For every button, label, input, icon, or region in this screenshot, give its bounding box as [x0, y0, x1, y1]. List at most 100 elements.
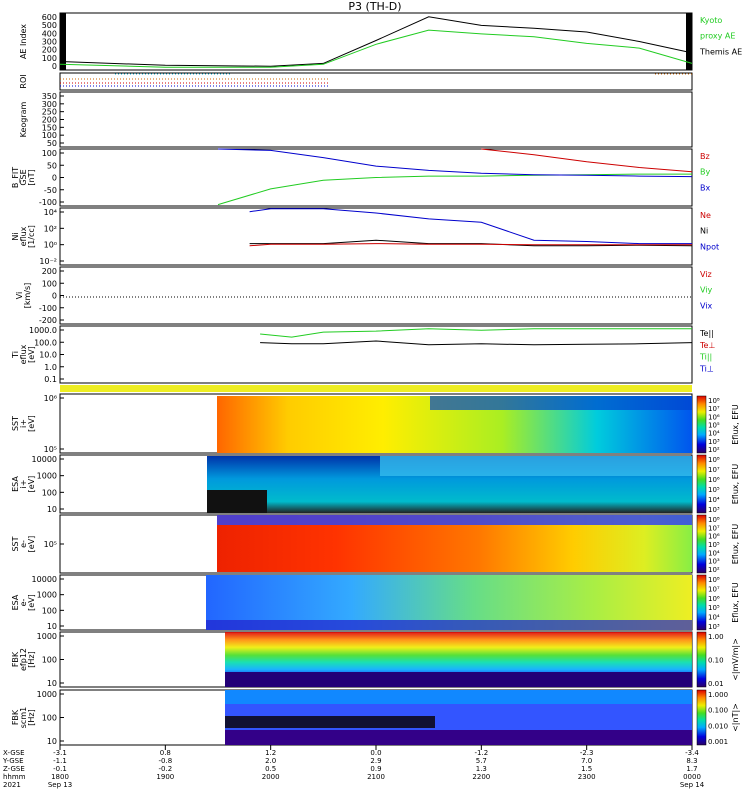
xaxis-hhmm-3: 2100	[367, 773, 385, 781]
xaxis-x-6: -3.4	[685, 749, 699, 757]
ylabel-fbk1-1: efp12	[19, 648, 28, 671]
colorbar-tick-1-4: 10⁴	[708, 496, 720, 504]
xaxis-y-1: -0.8	[158, 757, 172, 765]
ylabel-ti-1: eflux	[19, 344, 28, 364]
ytick-ae-2: 400	[42, 29, 57, 38]
series-1-0	[481, 148, 693, 173]
series-1-2	[217, 148, 693, 178]
ytick-ti-4: 0.1	[44, 375, 57, 384]
colorbar-tick-3-0: 10⁸	[708, 576, 720, 584]
colorbar-tick-3-5: 10³	[708, 623, 720, 631]
ytick-esa_e-0: 10000	[32, 575, 57, 584]
legend-bfit-1: By	[700, 168, 710, 177]
ytick-esa_i-1: 1000	[37, 472, 57, 481]
ytick-fbk1-1: 100	[42, 656, 57, 665]
xaxis-x-0: -3.1	[53, 749, 67, 757]
sst-electron-top-band	[217, 515, 692, 525]
ytick-bfit-0: 100	[42, 149, 57, 158]
ytick-ae-1: 500	[42, 21, 57, 30]
colorbar-tick-0-5: 10³	[708, 438, 720, 446]
ytick-keogram-4: 150	[42, 123, 57, 132]
esa-ion-upper-band	[380, 456, 692, 476]
ytick-esa_i-2: 100	[42, 488, 57, 497]
ylabel-bfit-2: [nT]	[27, 169, 36, 185]
xaxis-z-6: 1.7	[686, 765, 697, 773]
ylabel-esa_i-2: [eV]	[27, 476, 36, 493]
esa-ion-dark-band	[207, 490, 267, 513]
colorbar-tick-3-4: 10⁴	[708, 614, 720, 622]
legend-bfit-0: Bz	[700, 152, 710, 161]
ytick-vi-0: 200	[42, 267, 57, 276]
xaxis-hhmm-4: 2200	[472, 773, 490, 781]
ytick-ti-3: 1.0	[44, 363, 57, 372]
ytick-esa_i-3: 10	[47, 505, 57, 514]
legend-vi-0: Viz	[700, 270, 712, 279]
ylabel-vi-1: [km/s]	[23, 283, 32, 309]
ytick-fbk1-2: 10	[47, 679, 57, 688]
ytick-ae-5: 100	[42, 54, 57, 63]
ylabel-esa_e-1: e-	[19, 598, 28, 606]
colorbar-tick-5-3: 0.001	[708, 738, 728, 746]
ae-right-strip	[686, 13, 692, 70]
colorbar-tick-2-1: 10⁷	[708, 524, 720, 532]
panel-frame-vi	[59, 266, 693, 325]
xaxis-y-0: -1.1	[53, 757, 67, 765]
colorbar-tick-2-5: 10³	[708, 558, 720, 566]
legend-ae-2: Themis AE	[699, 47, 742, 56]
ytick-sst_i-1: 10⁵	[44, 445, 57, 454]
ylabel-ni-1: eflux	[19, 226, 28, 246]
colorbar-label-5: <|nT|>	[731, 703, 740, 732]
ylabel-esa_e-0: ESA	[11, 594, 20, 610]
xaxis-y-4: 5.7	[476, 757, 487, 765]
legend-vi-2: Vix	[700, 301, 713, 310]
ytick-ni-1: 10²	[44, 224, 57, 233]
colorbar-tick-4-2: 0.01	[708, 680, 724, 688]
ytick-ti-1: 100.0	[34, 338, 57, 347]
xaxis-hhmm-0: 1800	[51, 773, 69, 781]
ylabel-ni-0: Ni	[11, 232, 20, 240]
ytick-ae-6: 0	[52, 62, 57, 71]
panel-frame-keogram	[59, 91, 693, 148]
colorbar-label-0: Eflux, EFU	[731, 404, 740, 445]
ytick-keogram-0: 350	[42, 92, 57, 101]
ytick-ni-3: 10⁻²	[39, 257, 57, 266]
xaxis-rowlabel-2: Z-GSE	[3, 765, 25, 773]
xaxis-date-0: Sep 13	[48, 781, 72, 789]
colorbar-tick-3-2: 10⁶	[708, 595, 720, 603]
sst-ion-highenergy-band	[430, 396, 692, 410]
fbk-scm1-upper-band	[225, 690, 692, 704]
ylabel-fbk1-2: [Hz]	[27, 651, 36, 667]
legend-vi-1: Viy	[700, 286, 713, 295]
ylabel-sst_i-0: SST	[11, 416, 20, 431]
ylabel-ti-2: [eV]	[27, 346, 36, 363]
ytick-ni-0: 10⁴	[44, 208, 57, 217]
xaxis-y-5: 7.0	[581, 757, 592, 765]
xaxis-hhmm-5: 2300	[578, 773, 596, 781]
xaxis-date-6: Sep 14	[680, 781, 705, 789]
ylabel-esa_e-2: [eV]	[27, 594, 36, 611]
xaxis-z-0: -0.1	[53, 765, 67, 773]
legend-ae-0: Kyoto	[700, 16, 722, 25]
ylabel-vi-0: Vi	[15, 292, 24, 300]
xaxis-y-3: 2.9	[370, 757, 381, 765]
ytick-ti-2: 10.0	[39, 351, 57, 360]
xaxis-z-1: -0.2	[158, 765, 172, 773]
series-3-1	[260, 340, 693, 346]
esa-electron-low-band	[206, 620, 692, 630]
ytick-ti-0: 1000.0	[29, 326, 57, 335]
fbk-scm1-dark-band	[225, 716, 435, 728]
figure-title: P3 (TH-D)	[348, 0, 401, 13]
legend-ti-0: Te||	[699, 329, 714, 338]
legend-ni-1: Ni	[700, 227, 708, 236]
colorbar-tick-3-1: 10⁷	[708, 585, 720, 593]
colorbar-tick-0-6: 10²	[708, 446, 720, 454]
legend-ti-3: Ti⊥	[699, 364, 714, 373]
colorbar-tick-1-2: 10⁶	[708, 476, 720, 484]
series-1-1	[217, 173, 692, 206]
colorbar-tick-0-2: 10⁶	[708, 413, 720, 421]
ylabel-roi-0: ROI	[19, 74, 28, 88]
colorbar-5	[696, 689, 707, 746]
roi-markers	[60, 73, 692, 87]
panel-frame-ti	[59, 325, 693, 384]
